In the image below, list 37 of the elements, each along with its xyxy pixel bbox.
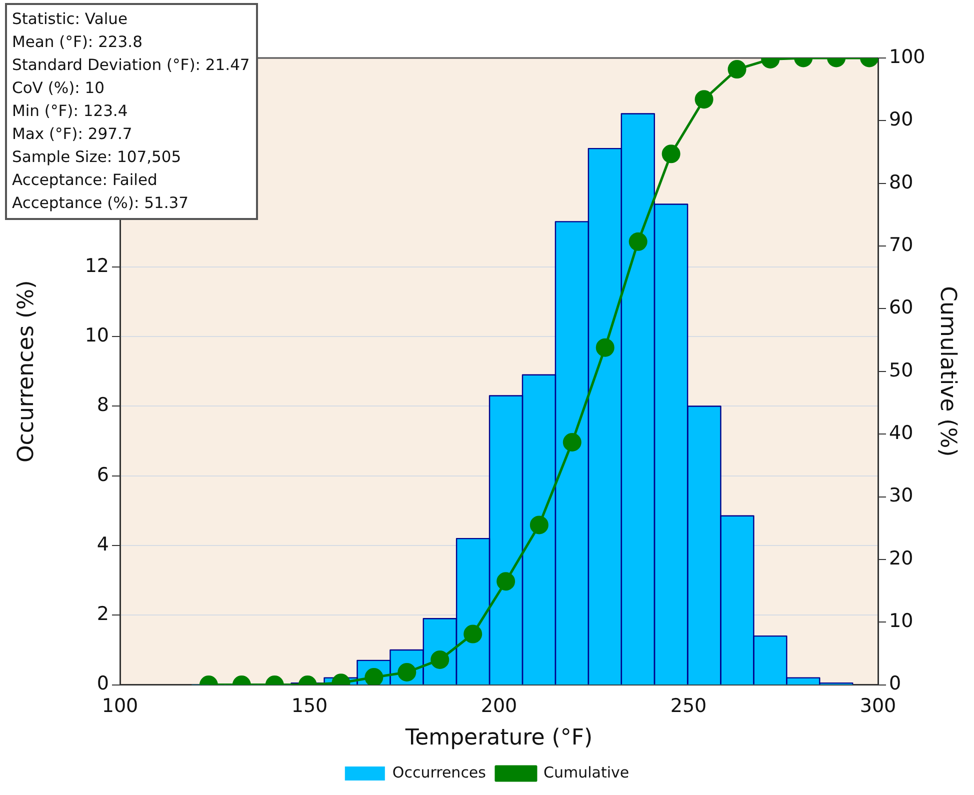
y2-tick-label: 80 [889, 171, 914, 194]
annotation: Standard Deviation (°F): 21.47 [12, 55, 250, 76]
annotation: Acceptance (%): 51.37 [12, 193, 190, 214]
annotation: Sample Size: 107,505 [12, 147, 182, 168]
x-tick-label: 300 [860, 695, 896, 718]
text: Mean (°F): 223.8 [12, 32, 144, 53]
y-tick-label: 4 [96, 533, 109, 556]
y2-axis-title: Cumulative (%) [935, 286, 960, 457]
x-axis-title: Temperature (°F) [404, 726, 593, 751]
text: Statistic: Value [12, 9, 128, 30]
legend-label: Cumulative [543, 763, 630, 782]
x-tick-label: 250 [670, 695, 707, 718]
y2-tick-label: 100 [889, 46, 926, 68]
text: CoV (%): 10 [12, 78, 106, 99]
x-tick-label: 200 [480, 695, 518, 718]
y2-tick-label: 60 [889, 296, 914, 319]
y2-tick-label: 30 [889, 484, 914, 507]
y2-tick-label: 90 [889, 108, 914, 131]
y2-tick-label: 40 [889, 422, 914, 444]
legend-label: Occurrences [392, 763, 486, 782]
annotation: Acceptance: Failed [12, 170, 158, 191]
annotation: Min (°F): 123.4 [12, 101, 129, 122]
y-tick-label: 12 [84, 254, 109, 277]
y2-tick-label: 0 [889, 672, 902, 695]
y-tick-label: 10 [84, 324, 109, 347]
y-tick-label: 8 [96, 394, 109, 416]
y-tick-label: 2 [96, 603, 109, 626]
y2-tick-label: 10 [889, 610, 914, 632]
y-tick-label: 6 [96, 464, 109, 486]
y2-tick-label: 50 [889, 359, 914, 382]
x-tick-label: 100 [102, 695, 138, 718]
x-tick-label: 150 [291, 695, 328, 718]
y-tick-label: 0 [96, 672, 109, 695]
y2-tick-label: 20 [889, 547, 914, 570]
y-axis-title: Occurrences (%) [14, 280, 39, 463]
y2-tick-label: 70 [889, 234, 914, 256]
annotation: Max (°F): 297.7 [12, 124, 134, 145]
